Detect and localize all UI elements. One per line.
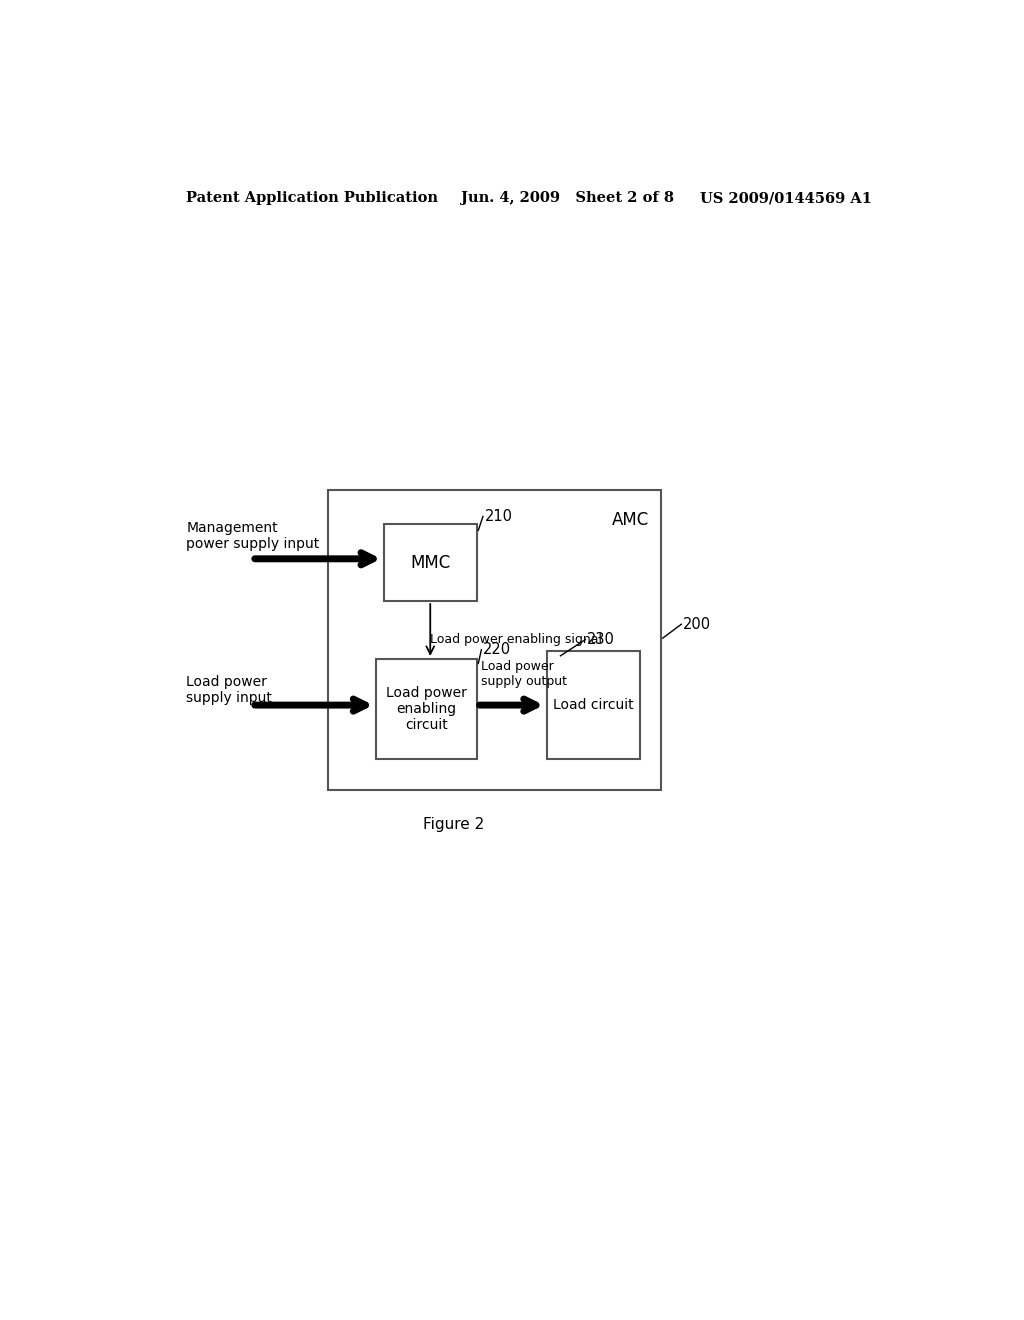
- Text: Figure 2: Figure 2: [423, 817, 484, 832]
- Bar: [328, 490, 662, 789]
- Text: Load power
supply input: Load power supply input: [186, 675, 272, 705]
- Text: 230: 230: [587, 632, 614, 647]
- Text: Load power
supply output: Load power supply output: [480, 660, 566, 689]
- Text: 200: 200: [683, 616, 711, 632]
- Text: Management
power supply input: Management power supply input: [186, 520, 319, 550]
- Text: Jun. 4, 2009   Sheet 2 of 8: Jun. 4, 2009 Sheet 2 of 8: [461, 191, 674, 206]
- Text: 220: 220: [483, 642, 511, 657]
- Text: Load circuit: Load circuit: [553, 698, 633, 711]
- Text: 210: 210: [484, 510, 512, 524]
- Text: AMC: AMC: [612, 511, 649, 529]
- Bar: [547, 651, 640, 759]
- Text: MMC: MMC: [411, 553, 451, 572]
- Text: Load power enabling signal: Load power enabling signal: [430, 634, 602, 647]
- Bar: [384, 524, 477, 601]
- Bar: [376, 659, 477, 759]
- Text: US 2009/0144569 A1: US 2009/0144569 A1: [700, 191, 872, 206]
- Text: Patent Application Publication: Patent Application Publication: [186, 191, 438, 206]
- Text: Load power
enabling
circuit: Load power enabling circuit: [386, 686, 467, 733]
